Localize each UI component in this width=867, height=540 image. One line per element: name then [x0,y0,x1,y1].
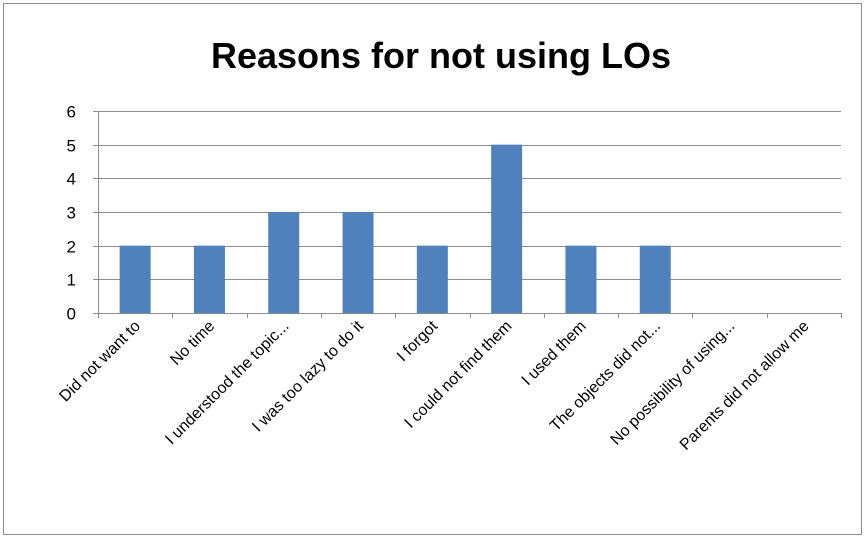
x-tick-label: Parents did not allow me [677,318,813,454]
x-tick-label: No time [167,318,218,369]
axes [93,111,842,318]
bar [268,212,300,313]
y-tick-label: 6 [67,103,76,122]
y-tick-label: 3 [67,204,76,223]
x-tick-label: No possibility of using... [608,318,739,449]
bar [639,245,671,313]
y-tick-label: 5 [67,137,76,156]
x-tick-label: I forgot [394,317,442,365]
bars [119,144,671,313]
bar [565,245,597,313]
y-tick-label: 4 [67,170,76,189]
y-tick-label: 2 [67,238,76,257]
chart-title: Reasons for not using LOs [211,35,671,76]
bar [119,245,151,313]
y-tick-labels: 0 1 2 3 4 5 6 [67,103,76,324]
y-tick-label: 1 [67,271,76,290]
x-tick-label: Did not want to [56,318,144,406]
bar [193,245,225,313]
y-tick-label: 0 [67,305,76,324]
x-tick-label: I used them [519,318,590,389]
x-tick-label: I understood the topic... [162,318,292,448]
bar [416,245,448,313]
bar [491,144,523,313]
bar [342,212,374,313]
